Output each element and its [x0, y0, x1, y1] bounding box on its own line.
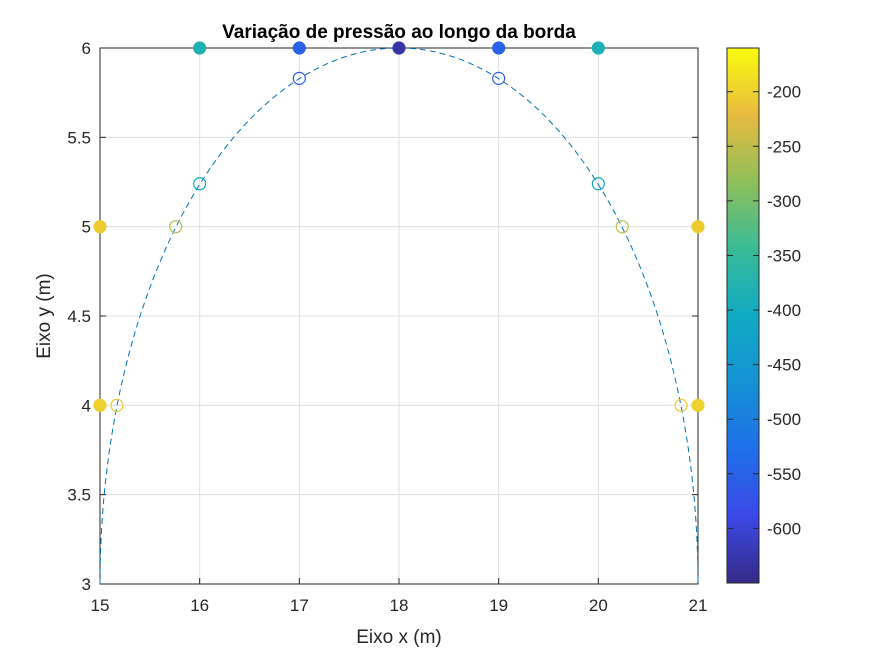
filled-marker	[193, 41, 207, 55]
x-tick-label: 16	[190, 596, 209, 615]
x-axis-label: Eixo x (m)	[356, 627, 442, 648]
colorbar-gradient	[726, 47, 760, 584]
x-tick-label: 18	[390, 596, 409, 615]
colorbar-tick-label: -500	[767, 410, 801, 429]
colorbar-ticks: -200 -250 -300 -350 -400 -450 -500 -550 -600	[727, 83, 801, 538]
x-tick-label: 21	[689, 596, 708, 615]
x-tick-label: 17	[290, 596, 309, 615]
colorbar-tick-label: -450	[767, 356, 801, 375]
filled-marker	[691, 398, 705, 412]
open-marker	[193, 177, 207, 191]
open-marker	[110, 398, 124, 412]
x-tick-label: 15	[91, 596, 110, 615]
x-tick-label: 19	[489, 596, 508, 615]
y-tick-label: 5	[82, 218, 91, 237]
colorbar-tick-label: -400	[767, 301, 801, 320]
y-tick-label: 3	[82, 575, 91, 594]
colorbar-tick-label: -550	[767, 465, 801, 484]
open-marker	[169, 220, 183, 234]
open-marker	[292, 71, 306, 85]
open-marker	[492, 71, 506, 85]
y-tick-label: 4	[82, 396, 91, 415]
filled-marker	[691, 220, 705, 234]
x-tick-label: 20	[589, 596, 608, 615]
tick-labels: 15 16 17 18 19 20 21 3 3.5 4 4.5 5 5.5 6	[67, 39, 707, 615]
open-marker	[591, 177, 605, 191]
open-marker	[615, 220, 629, 234]
colorbar-tick-label: -200	[767, 83, 801, 102]
boundary-curve-layer	[99, 47, 699, 585]
y-tick-label: 4.5	[67, 307, 91, 326]
open-marker	[674, 398, 688, 412]
filled-marker	[591, 41, 605, 55]
markers	[93, 41, 705, 412]
grid	[100, 48, 698, 584]
colorbar-tick-label: -250	[767, 137, 801, 156]
y-tick-label: 3.5	[67, 486, 91, 505]
y-axis-label: Eixo y (m)	[34, 273, 55, 359]
colorbar-tick-label: -350	[767, 246, 801, 265]
filled-marker	[292, 41, 306, 55]
filled-marker	[392, 41, 406, 55]
colorbar-tick-label: -600	[767, 519, 801, 538]
boundary-curve	[99, 47, 699, 585]
filled-marker	[492, 41, 506, 55]
y-tick-label: 5.5	[67, 128, 91, 147]
filled-marker	[93, 398, 107, 412]
colorbar-tick-label: -300	[767, 192, 801, 211]
filled-marker	[93, 220, 107, 234]
y-tick-label: 6	[82, 39, 91, 58]
colorbar: -200 -250 -300 -350 -400 -450 -500 -550 -600	[726, 47, 801, 584]
chart-title: Variação de pressão ao longo da borda	[222, 22, 576, 43]
